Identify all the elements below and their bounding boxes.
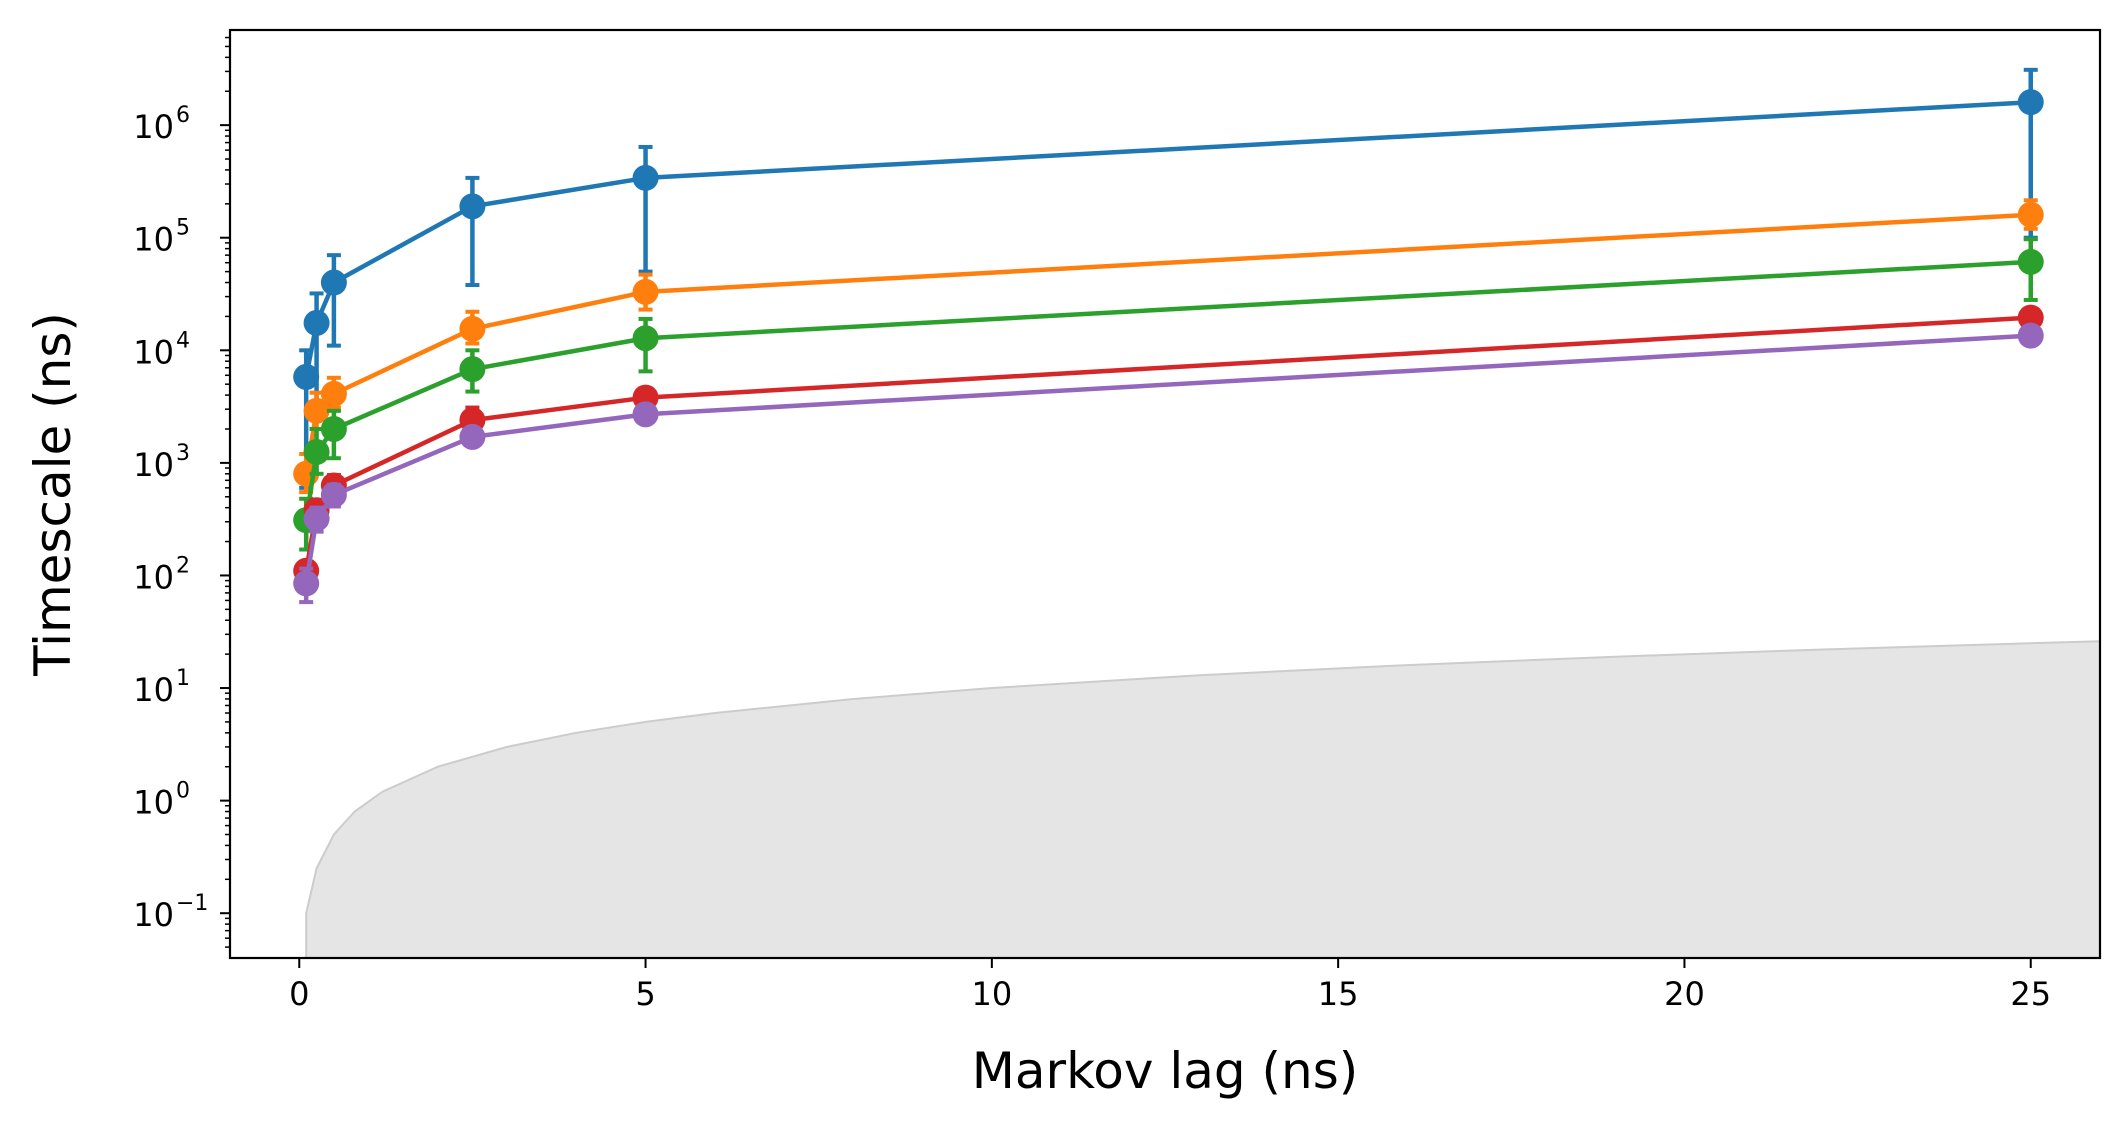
shaded-region-layer <box>305 640 2101 959</box>
x-tick-label: 10 <box>971 975 1012 1013</box>
data-point <box>632 164 659 191</box>
x-tick-label: 15 <box>1318 975 1359 1013</box>
series-1 <box>293 198 2044 495</box>
y-tick-exponent: 0 <box>176 779 190 804</box>
data-point <box>459 423 486 450</box>
data-point <box>303 438 330 465</box>
series-line <box>303 333 2031 584</box>
data-point <box>632 401 659 428</box>
series-3 <box>293 304 2044 584</box>
y-tick-label: 10 <box>133 446 174 484</box>
data-point <box>2017 304 2044 331</box>
data-point <box>303 505 330 532</box>
data-point <box>303 309 330 336</box>
series-4 <box>293 322 2044 605</box>
series-line <box>303 99 2031 378</box>
y-tick-label: 10 <box>133 108 174 146</box>
y-tick-exponent: 6 <box>176 103 190 128</box>
data-point <box>2017 322 2044 349</box>
data-point <box>2017 89 2044 116</box>
y-tick-label: 10 <box>133 784 174 822</box>
data-point <box>320 481 347 508</box>
x-tick-label: 20 <box>1664 975 1705 1013</box>
x-tick-label: 25 <box>2010 975 2051 1013</box>
y-tick-label: 10 <box>133 333 174 371</box>
data-point <box>320 380 347 407</box>
x-tick-label: 0 <box>289 975 309 1013</box>
y-tick-exponent: 5 <box>176 216 190 241</box>
y-tick-label: 10 <box>133 896 174 934</box>
y-tick-exponent: 1 <box>176 666 190 691</box>
series-line <box>303 259 2031 521</box>
plot-frame <box>228 28 2102 960</box>
data-point <box>293 363 320 390</box>
data-point <box>303 397 330 424</box>
data-point <box>293 570 320 597</box>
data-point <box>320 269 347 296</box>
x-axis-ticks: 0 5 10 15 20 25 <box>289 958 2051 1013</box>
data-point <box>320 415 347 442</box>
y-axis-label: Timescale (ns) <box>24 312 82 677</box>
data-point <box>632 278 659 305</box>
x-tick-label: 5 <box>635 975 655 1013</box>
series-layer <box>293 67 2044 605</box>
y-tick-exponent: 4 <box>176 328 190 353</box>
x-axis-label: Markov lag (ns) <box>972 1042 1359 1100</box>
y-tick-exponent: −1 <box>176 891 208 916</box>
y-tick-label: 10 <box>133 671 174 709</box>
data-point <box>459 356 486 383</box>
data-point <box>459 193 486 220</box>
y-tick-label: 10 <box>133 558 174 596</box>
data-point <box>2017 248 2044 275</box>
y-tick-label: 10 <box>133 221 174 259</box>
series-line <box>303 315 2031 572</box>
data-point <box>459 315 486 342</box>
series-line <box>303 212 2031 475</box>
data-point <box>632 325 659 352</box>
shaded-region <box>305 640 2101 959</box>
series-2 <box>293 237 2044 552</box>
y-tick-exponent: 2 <box>176 553 190 578</box>
data-point <box>2017 201 2044 228</box>
y-tick-exponent: 3 <box>176 441 190 466</box>
